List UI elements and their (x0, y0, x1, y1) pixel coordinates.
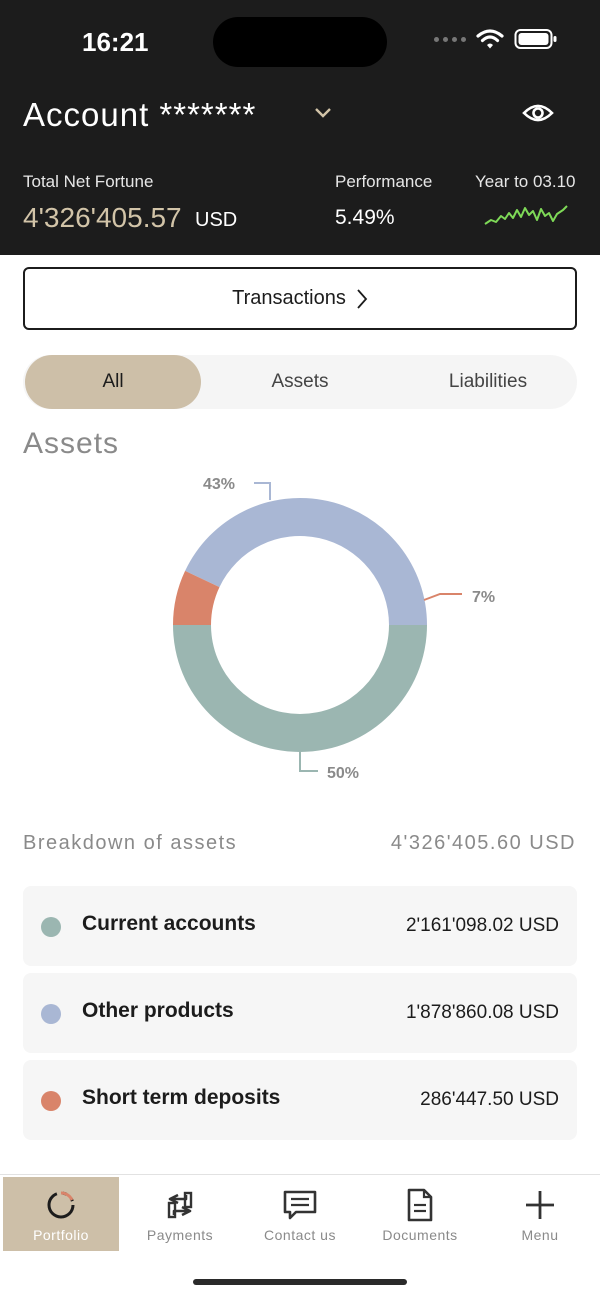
performance-value: 5.49% (335, 206, 395, 229)
asset-name: Current accounts (82, 912, 256, 935)
tab-portfolio[interactable]: Portfolio (3, 1177, 119, 1251)
payments-arrows-icon (167, 1191, 193, 1219)
section-title: Assets (23, 427, 120, 460)
legend-dot (41, 1004, 61, 1024)
segment-assets[interactable]: Assets (271, 371, 329, 392)
chevron-down-icon[interactable] (313, 106, 333, 120)
tab-menu[interactable]: Menu (482, 1177, 598, 1251)
asset-amount: 1'878'860.08 USD (405, 1002, 559, 1023)
tab-payments[interactable]: Payments (122, 1177, 238, 1251)
tab-documents[interactable]: Documents (362, 1177, 478, 1251)
performance-label: Performance (335, 172, 433, 191)
transactions-label: Transactions (232, 287, 346, 309)
slice-label-current-accounts: 50% (327, 765, 359, 782)
asset-amount: 2'161'098.02 USD (405, 915, 559, 936)
portfolio-ring-icon (47, 1191, 75, 1219)
chat-bubble-icon (283, 1190, 317, 1220)
slice-label-other-products: 43% (203, 476, 235, 493)
donut-slice-other-products[interactable] (185, 498, 427, 625)
donut-slice-short-term-deposits[interactable] (173, 570, 220, 625)
tab-label: Payments (146, 1227, 214, 1243)
tab-label: Documents (382, 1227, 458, 1243)
asset-name: Other products (82, 999, 234, 1022)
asset-row-current-accounts[interactable]: Current accounts 2'161'098.02 USD (23, 886, 577, 966)
asset-filter-segmented-control: All Assets Liabilities (23, 355, 577, 409)
slice-label-short-term-deposits: 7% (472, 589, 495, 606)
wifi-icon (476, 29, 504, 49)
status-time: 16:21 (82, 27, 149, 57)
leader-line-other-products (254, 482, 271, 500)
donut-slice-current-accounts[interactable] (173, 625, 427, 752)
account-title[interactable]: Account ******* (23, 96, 257, 133)
leader-line-short-term-deposits (423, 593, 462, 601)
dynamic-island (213, 17, 387, 67)
period-label: Year to 03.10 (475, 172, 576, 191)
plus-icon (526, 1191, 554, 1219)
asset-row-short-term-deposits[interactable]: Short term deposits 286'447.50 USD (23, 1060, 577, 1140)
tab-label: Contact us (264, 1227, 336, 1243)
tab-label: Menu (521, 1227, 559, 1243)
tab-contact-us[interactable]: Contact us (242, 1177, 358, 1251)
tab-label: Portfolio (33, 1227, 89, 1243)
assets-donut-chart: 43% 7% 50% (173, 476, 495, 782)
legend-dot (41, 1091, 61, 1111)
account-header: 16:21 Account ******* Total Net Fortune … (0, 0, 600, 255)
eye-icon[interactable] (522, 100, 554, 126)
currency-label: USD (195, 209, 238, 231)
cellular-signal-icon (434, 36, 466, 42)
total-net-fortune-value: 4'326'405.57 (23, 202, 182, 233)
total-net-fortune-label: Total Net Fortune (23, 172, 154, 191)
home-indicator (193, 1279, 407, 1285)
document-icon (407, 1188, 433, 1222)
breakdown-label: Breakdown of assets (23, 832, 238, 854)
transactions-button[interactable]: Transactions (23, 267, 577, 330)
asset-amount: 286'447.50 USD (420, 1089, 559, 1110)
segment-all[interactable]: All (25, 355, 201, 409)
legend-dot (41, 917, 61, 937)
asset-name: Short term deposits (82, 1086, 281, 1109)
performance-sparkline (484, 205, 568, 225)
breakdown-total: 4'326'405.60 USD (390, 832, 576, 854)
chevron-right-icon (357, 288, 368, 309)
leader-line-current-accounts (299, 752, 318, 772)
battery-icon (514, 29, 557, 49)
tab-bar: Portfolio Payments Contact us (0, 1174, 600, 1298)
status-icons (434, 28, 558, 50)
asset-row-other-products[interactable]: Other products 1'878'860.08 USD (23, 973, 577, 1053)
segment-liabilities[interactable]: Liabilities (448, 371, 528, 392)
